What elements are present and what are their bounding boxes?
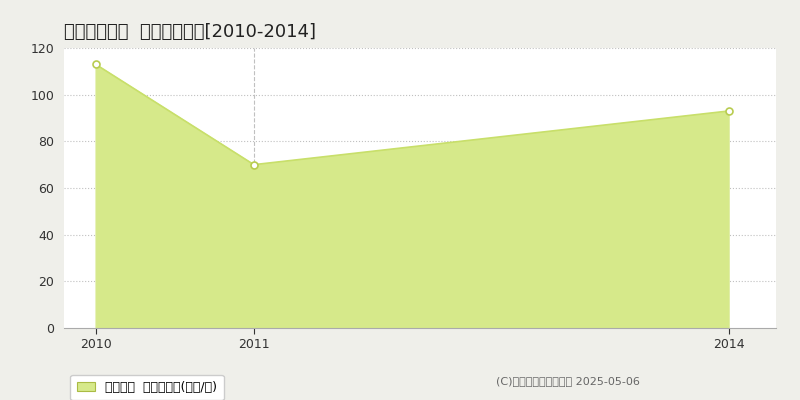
Text: (C)土地価格ドットコム 2025-05-06: (C)土地価格ドットコム 2025-05-06 bbox=[496, 376, 640, 386]
Point bbox=[247, 162, 260, 168]
Legend: 住宅価格  平均坪単価(万円/坪): 住宅価格 平均坪単価(万円/坪) bbox=[70, 375, 223, 400]
Point bbox=[722, 108, 735, 114]
Point bbox=[90, 61, 102, 68]
Text: 刈谷市高松町  住宅価格推移[2010-2014]: 刈谷市高松町 住宅価格推移[2010-2014] bbox=[64, 23, 316, 41]
